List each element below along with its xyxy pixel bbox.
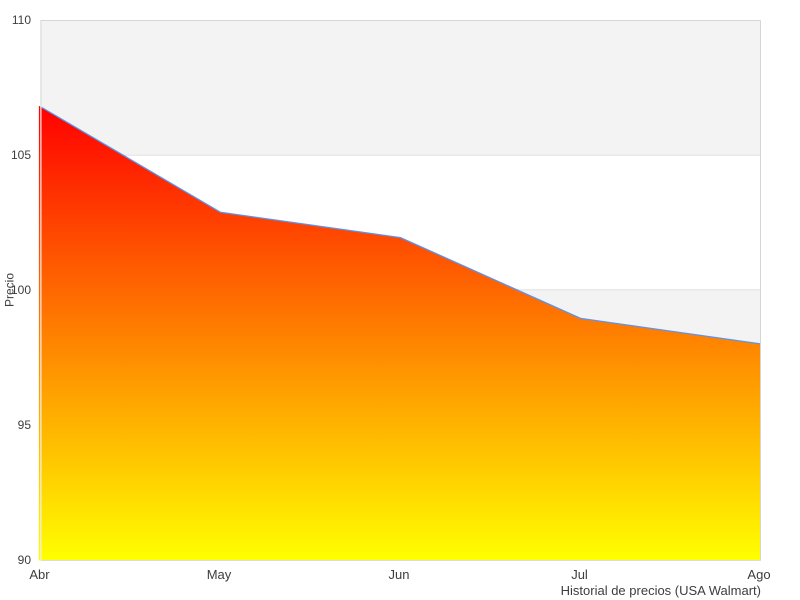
svg-text:Jun: Jun xyxy=(389,567,410,582)
svg-text:105: 105 xyxy=(11,148,31,162)
svg-text:Precio: Precio xyxy=(3,273,17,307)
svg-text:110: 110 xyxy=(12,13,31,27)
svg-text:95: 95 xyxy=(18,418,32,432)
svg-text:Historial de precios (USA Walm: Historial de precios (USA Walmart) xyxy=(561,583,761,598)
svg-text:Abr: Abr xyxy=(29,567,50,582)
svg-text:90: 90 xyxy=(18,553,32,567)
svg-text:100: 100 xyxy=(11,283,31,297)
svg-text:Jul: Jul xyxy=(571,567,588,582)
svg-text:May: May xyxy=(207,567,232,582)
svg-text:Ago: Ago xyxy=(747,567,770,582)
